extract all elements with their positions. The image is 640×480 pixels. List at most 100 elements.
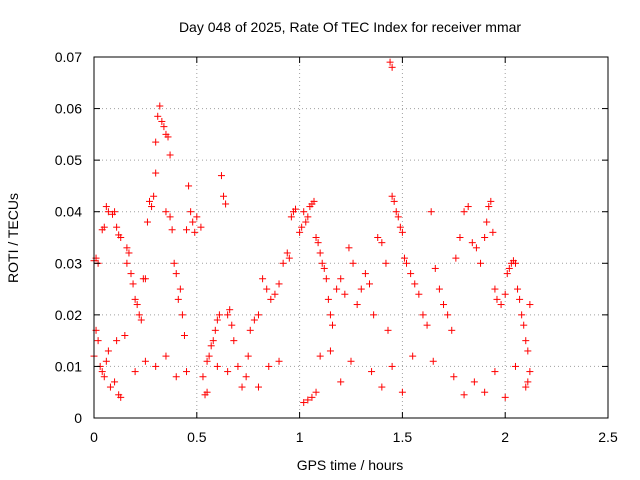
data-point [396,223,404,231]
data-point [234,362,242,370]
data-point [361,270,369,278]
data-point [148,203,156,211]
data-point [123,259,131,267]
data-point [491,368,499,376]
data-point [394,213,402,221]
data-point [435,285,443,293]
data-point [244,352,252,360]
data-point [246,326,254,334]
data-point [326,347,334,355]
data-point [320,264,328,272]
data-point [526,368,534,376]
data-point [470,378,478,386]
data-point [472,244,480,252]
x-axis-label: GPS time / hours [297,457,404,473]
data-point [150,192,158,200]
data-point [398,228,406,236]
data-point [104,208,112,216]
data-point [450,373,458,381]
data-point [411,280,419,288]
data-point [220,192,228,200]
data-point [176,285,184,293]
data-point [283,249,291,257]
data-point [460,208,468,216]
data-point [345,244,353,252]
data-point [207,342,215,350]
data-point [164,133,172,141]
data-point [304,213,312,221]
data-point [511,259,519,267]
data-point [172,373,180,381]
data-point [267,295,275,303]
data-point [111,378,119,386]
data-point [183,226,191,234]
data-point [135,311,143,319]
data-point [477,259,485,267]
data-point [213,316,221,324]
data-point [152,138,160,146]
data-point [166,213,174,221]
data-point [347,357,355,365]
data-point [481,234,489,241]
data-point [300,399,308,407]
data-point [368,368,376,376]
data-point [191,228,199,236]
data-point [226,306,234,314]
data-point [522,337,530,345]
data-point [522,383,530,391]
data-point [503,270,511,278]
data-point [505,264,513,272]
data-point [491,285,499,293]
data-point [143,218,151,226]
data-point [133,301,141,309]
data-point [152,362,160,370]
data-point [386,58,394,66]
data-point [318,259,326,267]
data-point [187,208,195,216]
data-point [419,311,427,319]
data-point [349,259,357,267]
data-point [337,378,345,386]
data-point [489,228,497,236]
data-point [170,259,178,267]
data-point [180,331,188,339]
data-point [444,311,452,319]
data-point [296,228,304,236]
data-point [154,112,162,120]
data-point [242,373,250,381]
data-point [168,226,176,234]
data-point [117,234,125,241]
data-point [310,197,318,205]
data-point [162,208,170,216]
data-point [429,357,437,365]
data-point [333,285,341,293]
data-point [203,388,211,396]
data-point [174,295,182,303]
data-point [125,249,133,257]
plot-frame [93,56,609,419]
data-point [511,362,519,370]
y-tick-label: 0.05 [55,152,82,168]
data-point [102,357,110,365]
chart-title: Day 048 of 2025, Rate Of TEC Index for r… [179,19,521,35]
data-point [448,326,456,334]
data-point [314,239,322,247]
data-point [254,383,262,391]
data-point [100,373,108,381]
x-tick-label: 0 [90,429,98,445]
data-point [211,326,219,334]
data-point [493,295,501,303]
data-point [250,316,258,324]
data-point [199,373,207,381]
data-point [316,249,324,257]
data-point [520,321,528,329]
x-tick-label: 1 [296,429,304,445]
data-point [501,290,509,298]
data-point [374,234,382,241]
data-point [263,285,271,293]
data-point [131,368,139,376]
data-point [524,378,532,386]
data-point [224,311,232,319]
data-point [514,285,522,293]
